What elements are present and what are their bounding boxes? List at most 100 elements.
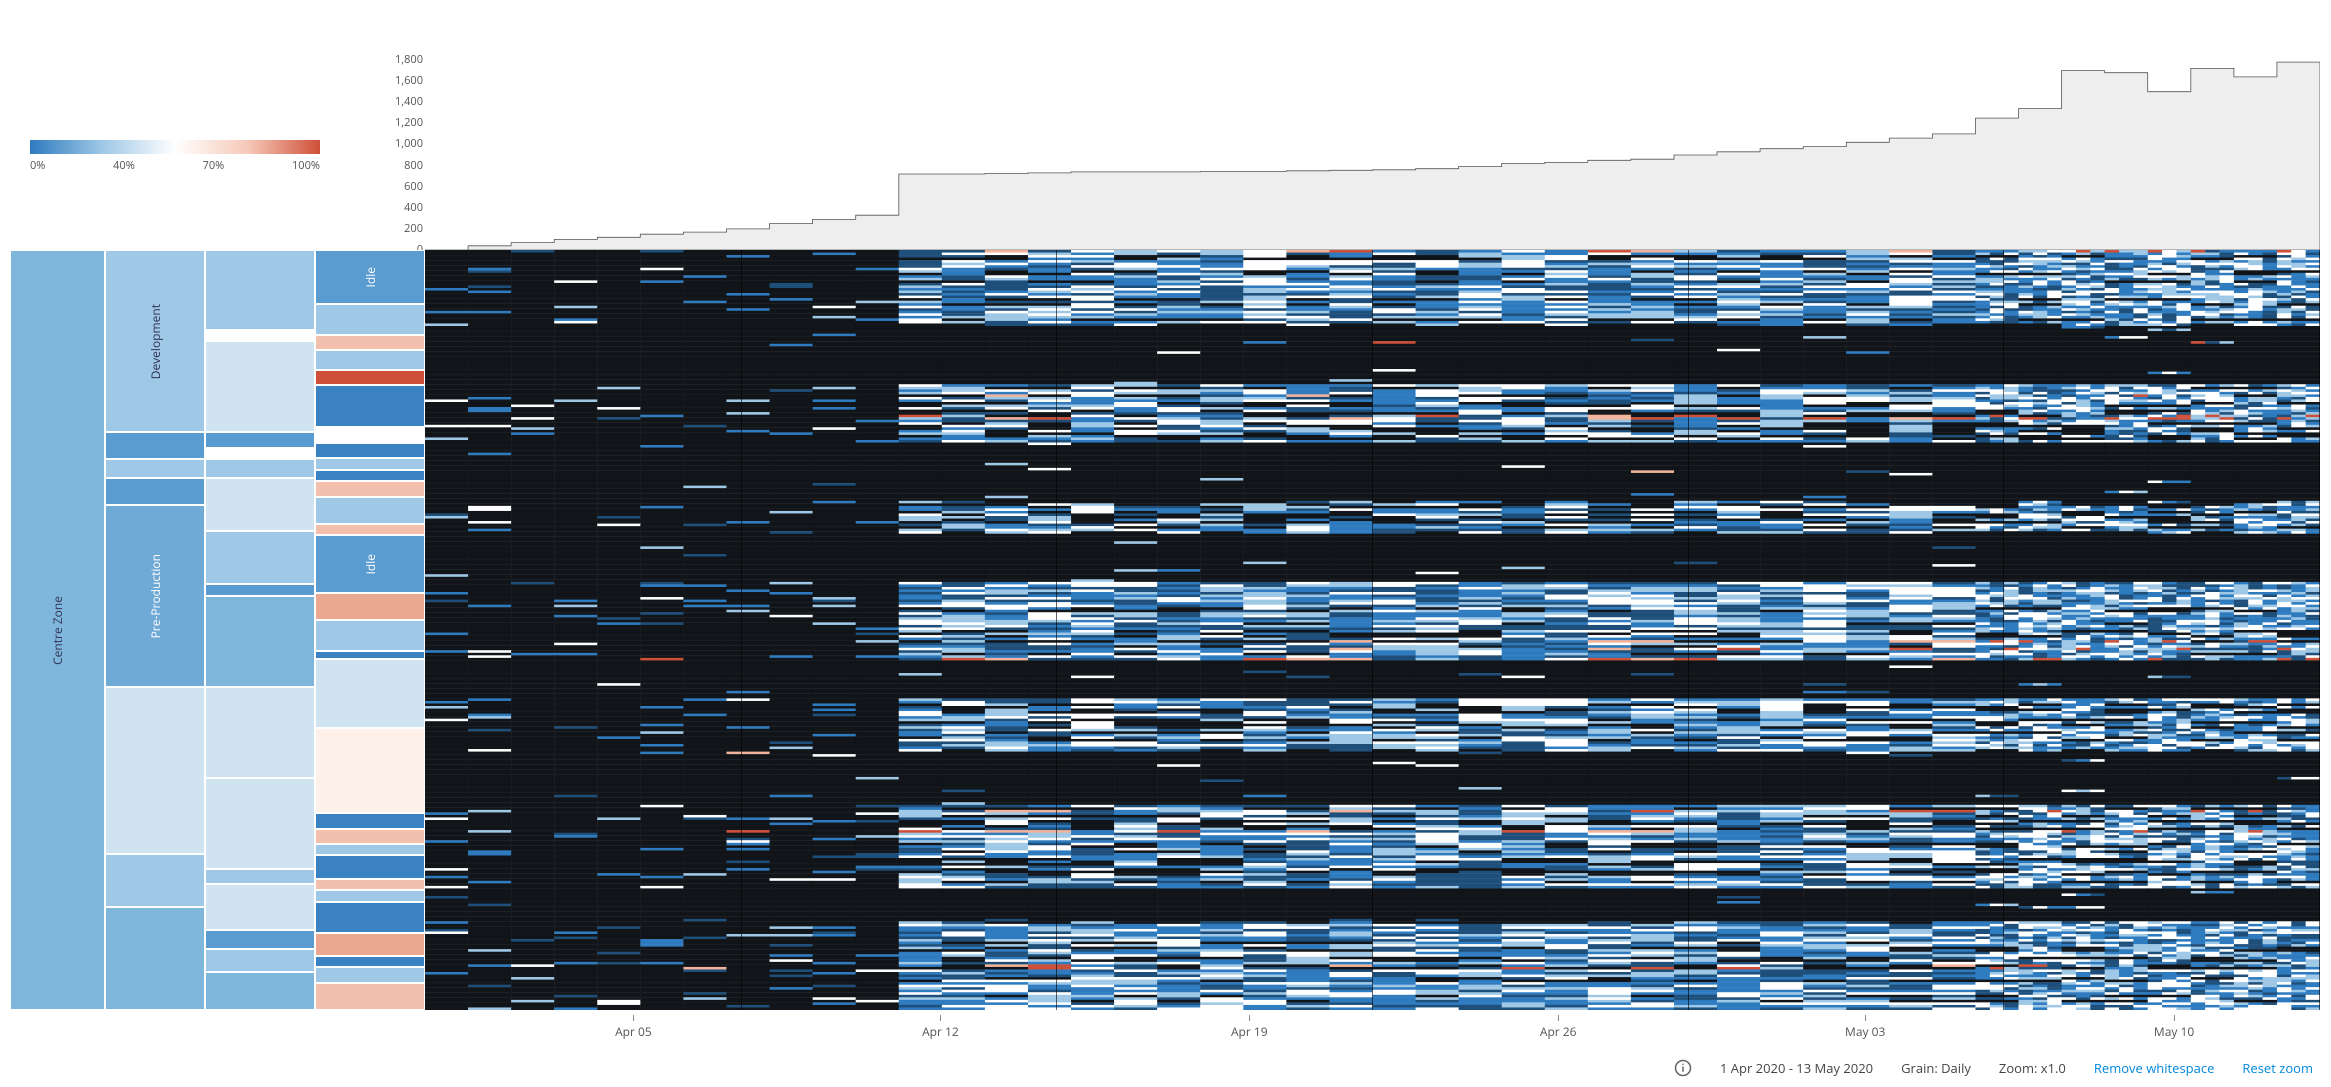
hierarchy-cell[interactable]: Idle: [315, 250, 425, 304]
hierarchy-cell[interactable]: [105, 907, 205, 1010]
hierarchy-cell[interactable]: [205, 478, 315, 531]
hierarchy-cell[interactable]: [205, 884, 315, 930]
y-tick-label: 1,600: [395, 73, 423, 88]
hierarchy-cell[interactable]: [315, 497, 425, 524]
grain-label: Grain: Daily: [1901, 1059, 1971, 1077]
hierarchy-cell[interactable]: [315, 443, 425, 458]
hierarchy-cell[interactable]: [315, 956, 425, 968]
hierarchy-cell[interactable]: [105, 459, 205, 478]
hierarchy-cell[interactable]: [315, 385, 425, 427]
hierarchy-cell[interactable]: [205, 250, 315, 330]
legend-stop-2: 70%: [203, 158, 225, 173]
y-tick-label: 1,800: [395, 52, 423, 67]
hierarchy-cell[interactable]: [205, 330, 315, 341]
color-legend: 0% 40% 70% 100%: [30, 140, 320, 173]
info-icon[interactable]: [1674, 1059, 1692, 1077]
hierarchy-cell[interactable]: [315, 933, 425, 956]
hierarchy-cell[interactable]: [315, 593, 425, 620]
y-tick-label: 1,000: [395, 136, 423, 151]
reset-zoom-link[interactable]: Reset zoom: [2242, 1059, 2313, 1077]
hierarchy-cell[interactable]: [315, 829, 425, 844]
top-area-chart[interactable]: [425, 60, 2320, 250]
hierarchy-column[interactable]: [205, 250, 315, 1010]
y-tick-label: 400: [404, 200, 423, 215]
y-tick-label: 1,400: [395, 94, 423, 109]
hierarchy-cell[interactable]: [315, 844, 425, 856]
hierarchy-cell[interactable]: [315, 855, 425, 878]
hierarchy-cell[interactable]: [315, 370, 425, 385]
hierarchy-cell[interactable]: [205, 341, 315, 432]
hierarchy-cell[interactable]: [205, 448, 315, 459]
hierarchy-cell[interactable]: [205, 531, 315, 584]
hierarchy-cell[interactable]: [205, 778, 315, 869]
hierarchy-cell[interactable]: Centre Zone: [10, 250, 105, 1010]
hierarchy-cell[interactable]: [205, 949, 315, 972]
hierarchy-cell[interactable]: [315, 524, 425, 536]
hierarchy-cell[interactable]: [315, 890, 425, 902]
hierarchy-label: Centre Zone: [49, 596, 66, 665]
hierarchy-cell[interactable]: [315, 983, 425, 1010]
legend-stop-3: 100%: [292, 158, 320, 173]
top-area-svg: [425, 60, 2320, 250]
zoom-label: Zoom: x1.0: [1999, 1059, 2066, 1077]
hierarchy-cell[interactable]: [105, 854, 205, 907]
x-tick-label: May 03: [1845, 1023, 1885, 1040]
legend-stop-1: 40%: [113, 158, 135, 173]
heatmap[interactable]: [425, 250, 2320, 1010]
hierarchy-label: Idle: [362, 267, 379, 287]
hierarchy-cell[interactable]: [315, 902, 425, 933]
hierarchy-cell[interactable]: [315, 728, 425, 813]
hierarchy-cell[interactable]: [315, 813, 425, 828]
footer-toolbar: 1 Apr 2020 - 13 May 2020 Grain: Daily Zo…: [0, 1050, 2331, 1086]
hierarchy-cell[interactable]: [315, 304, 425, 335]
legend-gradient-bar: [30, 140, 320, 154]
hierarchy-cell[interactable]: [315, 651, 425, 659]
hierarchy-column[interactable]: Centre Zone: [10, 250, 105, 1010]
hierarchy-cell[interactable]: Idle: [315, 535, 425, 593]
x-tick-label: Apr 19: [1231, 1023, 1268, 1040]
y-tick-label: 600: [404, 179, 423, 194]
x-axis: Apr 05Apr 12Apr 19Apr 26May 03May 10: [425, 1015, 2320, 1045]
hierarchy-cell[interactable]: [205, 972, 315, 1010]
hierarchy-cell[interactable]: [315, 470, 425, 482]
y-tick-label: 200: [404, 221, 423, 236]
top-chart-y-axis: 02004006008001,0001,2001,4001,6001,800: [385, 58, 423, 250]
hierarchy-cell[interactable]: [315, 350, 425, 369]
hierarchy-cell[interactable]: Pre-Production: [105, 505, 205, 687]
hierarchy-label: Pre-Production: [147, 554, 164, 638]
hierarchy-cell[interactable]: [315, 427, 425, 442]
legend-labels: 0% 40% 70% 100%: [30, 158, 320, 173]
dashboard-root: 0% 40% 70% 100% 02004006008001,0001,2001…: [0, 0, 2331, 1087]
hierarchy-column[interactable]: Idle Idle: [315, 250, 425, 1010]
hierarchy-cell[interactable]: [105, 478, 205, 505]
hierarchy-cell[interactable]: [315, 879, 425, 891]
y-tick-label: 800: [404, 158, 423, 173]
x-tick-label: Apr 12: [922, 1023, 959, 1040]
hierarchy-cell[interactable]: Development: [105, 250, 205, 432]
hierarchy-cell[interactable]: [205, 687, 315, 778]
hierarchy-column[interactable]: Development Pre-Production: [105, 250, 205, 1010]
hierarchy-cell[interactable]: [205, 584, 315, 595]
hierarchy-cell[interactable]: [315, 620, 425, 651]
heatmap-canvas: [425, 250, 2320, 1010]
hierarchy-cell[interactable]: [105, 432, 205, 459]
hierarchy-cell[interactable]: [205, 459, 315, 478]
hierarchy-cell[interactable]: [315, 335, 425, 350]
hierarchy-cell[interactable]: [205, 596, 315, 687]
legend-stop-0: 0%: [30, 158, 45, 173]
x-tick-label: Apr 05: [615, 1023, 652, 1040]
hierarchy-cell[interactable]: [205, 930, 315, 949]
hierarchy-cell[interactable]: [205, 432, 315, 447]
row-hierarchy[interactable]: Centre Zone Development Pre-Production Idle…: [10, 250, 425, 1010]
y-tick-label: 1,200: [395, 115, 423, 130]
hierarchy-cell[interactable]: [315, 967, 425, 982]
date-range-label: 1 Apr 2020 - 13 May 2020: [1720, 1059, 1873, 1077]
hierarchy-cell[interactable]: [105, 687, 205, 854]
hierarchy-cell[interactable]: [315, 481, 425, 496]
hierarchy-cell[interactable]: [315, 458, 425, 470]
hierarchy-cell[interactable]: [315, 659, 425, 728]
x-tick-label: Apr 26: [1540, 1023, 1577, 1040]
hierarchy-label: Idle: [362, 554, 379, 574]
remove-whitespace-link[interactable]: Remove whitespace: [2094, 1059, 2215, 1077]
hierarchy-cell[interactable]: [205, 869, 315, 884]
